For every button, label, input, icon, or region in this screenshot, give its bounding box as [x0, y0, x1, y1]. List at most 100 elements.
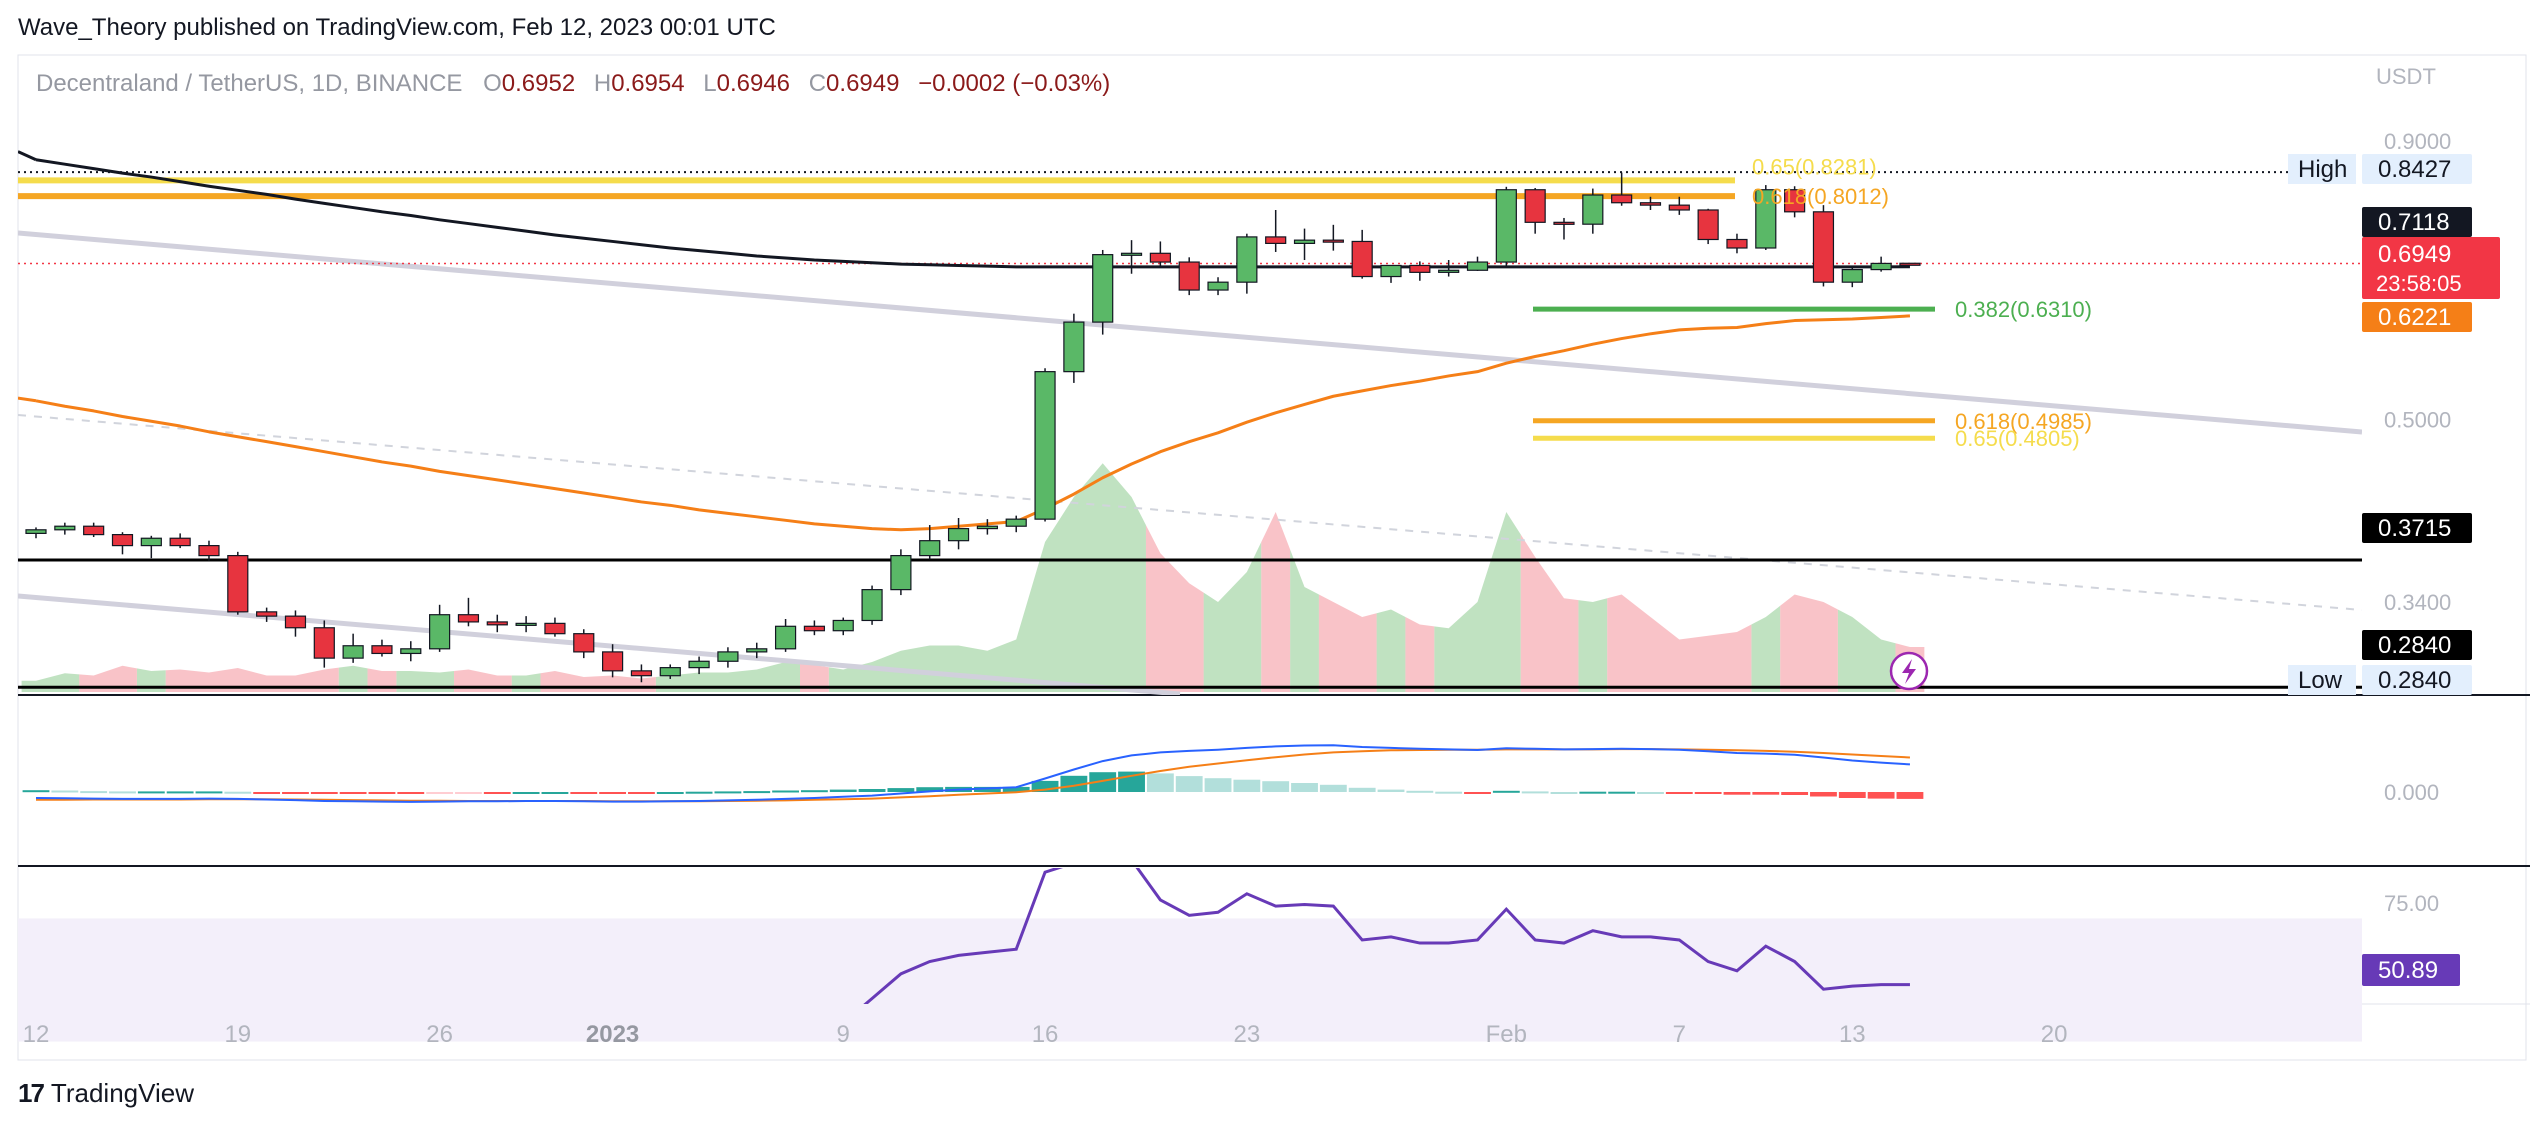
candle-up — [688, 660, 710, 669]
macd-histogram-bar — [455, 792, 482, 794]
macd-histogram-bar — [656, 792, 684, 794]
candle-down — [198, 545, 220, 557]
candle-up — [1120, 252, 1143, 256]
rsi-tick-label: 75.00 — [2384, 891, 2439, 916]
macd-histogram-bar — [166, 791, 194, 794]
candle-down — [371, 645, 393, 655]
candle-down — [1899, 262, 1921, 266]
candle-up — [1495, 189, 1517, 263]
ma200-line-extension — [18, 150, 37, 162]
macd-histogram-bar — [685, 791, 713, 794]
fib-level-label: 0.382(0.6310) — [1955, 297, 2092, 322]
low-label-value: 0.2840 — [2378, 667, 2451, 694]
high-value: 0.6954 — [611, 70, 685, 97]
time-tick-label: 2023 — [586, 1021, 639, 1048]
macd-line — [35, 744, 1911, 803]
candle-down — [1812, 211, 1835, 283]
fib-level-label: 0.65(0.8281) — [1752, 154, 1877, 179]
candle-down — [1265, 236, 1287, 244]
candle-up — [54, 525, 76, 531]
macd-histogram-bar — [137, 791, 165, 794]
candle-down — [544, 622, 566, 635]
fib-level-label: 0.65(0.4805) — [1955, 426, 2080, 451]
candle-up — [890, 554, 912, 591]
macd-histogram-bar — [1031, 780, 1059, 792]
macd-histogram-bar — [570, 792, 598, 794]
macd-histogram-bar — [1694, 792, 1722, 794]
ema50-line — [35, 314, 1911, 532]
macd-histogram-bar — [1665, 792, 1693, 794]
macd-histogram-bar — [973, 786, 1001, 792]
fib-level-label: 0.618(0.8012) — [1752, 184, 1889, 209]
macd-histogram-bar — [339, 792, 367, 794]
candle-down — [1178, 261, 1200, 291]
time-tick-label: 16 — [1032, 1021, 1059, 1048]
macd-histogram-bar — [1291, 783, 1318, 792]
macd-histogram-bar — [1146, 773, 1174, 792]
last-price-badge-value: 0.6949 — [2378, 241, 2451, 268]
macd-histogram-bar — [1435, 791, 1463, 794]
low-value: 0.6946 — [716, 70, 791, 97]
candle-down — [1726, 238, 1748, 249]
symbol-name[interactable]: Decentraland / TetherUS, 1D, BINANCE — [36, 70, 463, 97]
candle-up — [746, 648, 768, 653]
candle-up — [515, 622, 537, 626]
price-tick-label: 0.9000 — [2384, 129, 2451, 154]
candle-up — [861, 589, 883, 622]
macd-histogram-bar — [628, 792, 655, 794]
currency-label: USDT — [2376, 64, 2436, 89]
candle-up — [342, 645, 364, 659]
symbol-legend: Decentraland / TetherUS, 1D, BINANCE O0.… — [36, 70, 1110, 98]
change-value: −0.0002 (−0.03%) — [918, 70, 1111, 97]
time-tick-label: 23 — [1234, 1021, 1261, 1048]
macd-histogram-bar — [800, 790, 828, 793]
macd-histogram-bar — [1608, 791, 1636, 794]
macd-histogram-bar — [310, 792, 338, 794]
macd-histogram-bar — [224, 791, 252, 794]
support-badge-1 — [2362, 513, 2472, 543]
high-label-text: High — [2298, 156, 2347, 183]
close-label: C — [808, 70, 827, 97]
time-tick-label: Feb — [1486, 1021, 1527, 1048]
macd-histogram-bar — [51, 790, 79, 793]
macd-histogram-bar — [109, 791, 136, 794]
volume-up-area — [21, 463, 1896, 692]
footer-text: TradingView — [50, 1078, 194, 1108]
candle-down — [83, 525, 105, 536]
macd-histogram-bar — [714, 791, 742, 794]
candle-up — [400, 648, 422, 655]
macd-histogram-bar — [1348, 787, 1376, 792]
high-label-tag — [2288, 154, 2356, 184]
candle-up — [1005, 518, 1027, 527]
candle-up — [1236, 236, 1258, 283]
price-tick-label: 0.5000 — [2384, 407, 2451, 432]
candle-down — [1611, 194, 1633, 204]
candle-down — [1322, 239, 1344, 243]
time-tick-label: 9 — [837, 1021, 850, 1048]
macd-histogram-bar — [829, 789, 857, 792]
candle-down — [227, 554, 249, 613]
rsi-pane — [18, 868, 2362, 1042]
macd-histogram-bar — [1579, 791, 1607, 794]
macd-histogram-bar — [282, 792, 309, 794]
main-pane — [18, 150, 2362, 695]
time-tick-label: 20 — [2041, 1021, 2068, 1048]
volume-down-area — [79, 512, 1925, 692]
macd-histogram-bar — [743, 791, 771, 794]
macd-pane — [22, 744, 1924, 803]
macd-histogram-bar — [887, 788, 915, 792]
macd-histogram-bar — [512, 792, 540, 794]
candle-down — [486, 621, 508, 626]
macd-histogram-bar — [1492, 790, 1520, 793]
macd-histogram-bar — [772, 790, 799, 793]
time-tick-label: 19 — [224, 1021, 251, 1048]
candle-up — [1034, 371, 1056, 520]
time-tick-label: 12 — [23, 1021, 50, 1048]
macd-histogram-bar — [541, 792, 569, 794]
ma200-line — [35, 158, 1910, 269]
candle-up — [1870, 262, 1892, 271]
candle-up — [1207, 281, 1229, 291]
support-badge-2 — [2362, 630, 2472, 660]
macd-histogram-bar — [1723, 792, 1751, 795]
